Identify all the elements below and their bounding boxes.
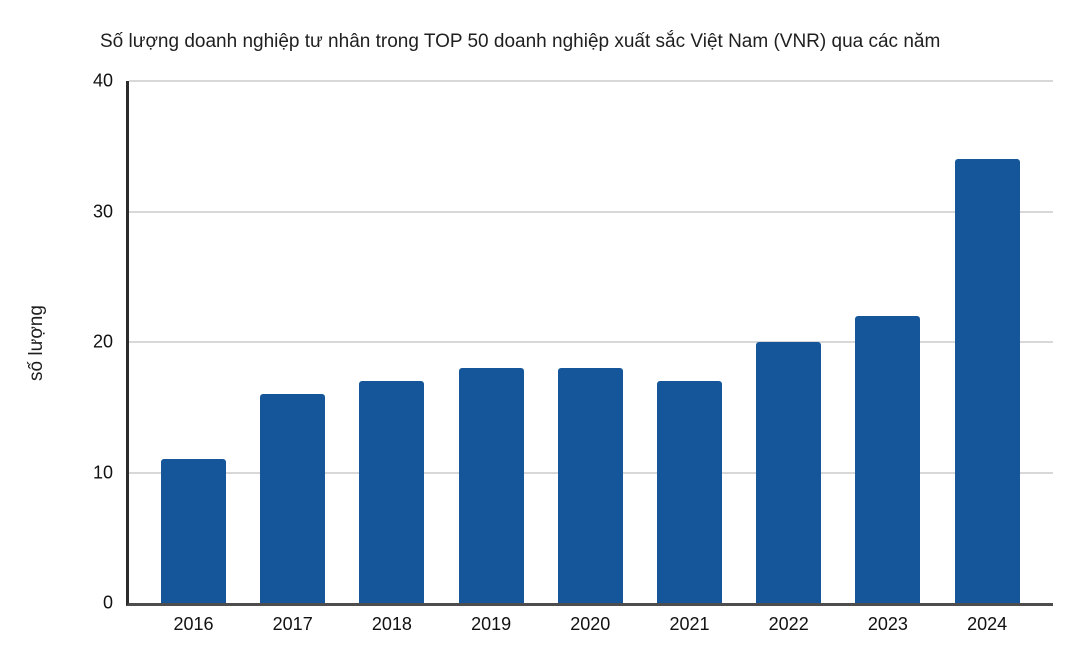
y-tick-label: 40: [92, 70, 113, 91]
y-axis-ticks: 0 10 20 30 40: [0, 71, 113, 613]
x-tick-label: 2024: [967, 614, 1008, 634]
x-tick-label: 2022: [768, 614, 809, 634]
x-tick-label: 2019: [471, 614, 512, 634]
x-tick-label: 2023: [867, 614, 908, 634]
gridline: [129, 341, 1053, 343]
bar-2017: [260, 394, 326, 603]
bar-2018: [359, 381, 425, 603]
y-tick-label: 0: [102, 592, 113, 613]
bar-2020: [557, 368, 623, 603]
bar-2024: [954, 159, 1020, 603]
gridline: [129, 80, 1053, 82]
bar-2023: [855, 315, 921, 603]
bar-2016: [161, 459, 226, 603]
bar-2022: [756, 342, 822, 603]
chart-title: Số lượng doanh nghiệp tư nhân trong TOP …: [100, 31, 941, 52]
x-tick-label: 2016: [173, 614, 214, 634]
y-tick-label: 10: [92, 462, 113, 482]
x-axis-ticks: 2016 2017 2018 2019 2020 2021 2022 2023 2024: [129, 614, 1053, 644]
gridline: [129, 210, 1053, 213]
bar-2019: [458, 368, 524, 603]
x-tick-label: 2018: [371, 614, 412, 634]
x-tick-label: 2021: [669, 614, 710, 634]
y-tick-label: 30: [92, 201, 113, 221]
plot-area: [126, 80, 1053, 606]
y-tick-label: 20: [92, 331, 113, 352]
x-tick-label: 2017: [272, 614, 313, 634]
bar-2021: [657, 381, 722, 603]
x-tick-label: 2020: [570, 614, 611, 634]
